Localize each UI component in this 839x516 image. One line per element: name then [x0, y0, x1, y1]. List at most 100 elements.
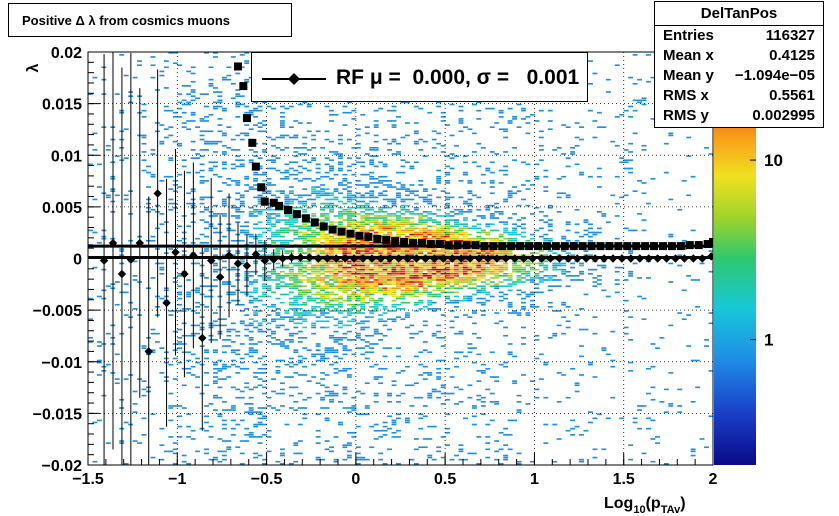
heat-cell — [329, 208, 334, 211]
heat-cell — [467, 202, 473, 205]
heat-cell — [342, 392, 348, 395]
heat-cell — [239, 231, 245, 234]
heat-cell — [476, 215, 482, 217]
heat-cell — [257, 367, 263, 370]
profile-series — [88, 52, 713, 465]
heat-cell — [297, 440, 303, 442]
heat-cell — [324, 293, 330, 296]
heat-cell — [311, 279, 317, 281]
heat-cell — [217, 438, 223, 440]
heat-cell — [708, 370, 713, 372]
heat-cell — [628, 229, 634, 232]
heat-cell — [588, 254, 593, 257]
heat-cell — [230, 163, 236, 166]
heat-cell — [351, 248, 357, 250]
heat-cell — [373, 343, 379, 345]
heat-cell — [512, 116, 518, 118]
heat-cell — [485, 388, 491, 391]
heat-cell — [538, 227, 544, 230]
heat-cell — [329, 235, 334, 238]
heat-cell — [204, 405, 209, 407]
heat-cell — [663, 411, 669, 413]
heat-cell — [266, 270, 272, 273]
heat-cell — [436, 231, 442, 234]
heat-cell — [503, 223, 509, 226]
heat-cell — [351, 272, 357, 275]
heat-cell — [498, 111, 504, 114]
heat-cell — [605, 91, 611, 93]
heat-cell — [498, 182, 504, 184]
heat-cell — [445, 444, 451, 446]
heat-cell — [190, 157, 196, 159]
heat-cell — [248, 291, 254, 294]
heat-cell — [480, 275, 486, 277]
heat-cell — [132, 403, 138, 405]
heat-cell — [436, 289, 442, 292]
heat-cell — [364, 250, 370, 252]
heat-cell — [422, 233, 428, 236]
heat-cell — [311, 281, 317, 283]
heat-cell — [494, 229, 500, 232]
heat-cell — [132, 260, 138, 263]
heat-cell — [521, 198, 526, 201]
heat-cell — [355, 452, 361, 455]
heat-cell — [382, 221, 388, 223]
heat-cell — [596, 186, 602, 188]
heat-cell — [221, 324, 227, 327]
heat-cell — [217, 460, 223, 463]
heat-cell — [360, 326, 366, 329]
heat-cell — [454, 264, 459, 267]
heat-cell — [378, 227, 384, 230]
heat-cell — [480, 239, 486, 242]
heat-cell — [235, 349, 241, 352]
heat-cell — [436, 175, 442, 178]
heat-cell — [257, 200, 263, 203]
heat-cell — [168, 314, 174, 316]
heat-cell — [409, 332, 415, 335]
heat-cell — [404, 326, 410, 329]
heat-cell — [320, 287, 326, 290]
heat-cell — [293, 146, 299, 149]
heat-cell — [391, 431, 397, 434]
heat-cell — [257, 421, 263, 424]
heat-cell — [266, 341, 272, 343]
heat-cell — [471, 332, 477, 335]
heat-cell — [315, 266, 321, 269]
heat-cell — [253, 180, 259, 182]
heat-cell — [418, 293, 424, 296]
heat-cell — [521, 161, 526, 164]
heat-cell — [498, 363, 504, 366]
heat-cell — [561, 303, 567, 306]
heat-cell — [239, 322, 245, 325]
heat-cell — [458, 180, 464, 182]
heat-cell — [431, 310, 437, 312]
heat-cell — [529, 237, 535, 240]
heat-cell — [195, 262, 201, 265]
heat-cell — [382, 184, 388, 186]
heat-cell — [507, 194, 513, 197]
heat-cell — [253, 211, 259, 213]
heat-cell — [297, 227, 303, 230]
heat-cell — [467, 283, 473, 285]
heat-cell — [404, 161, 410, 164]
heat-cell — [373, 260, 379, 263]
heat-cell — [547, 306, 553, 308]
heat-cell — [485, 442, 491, 444]
heat-cell — [409, 270, 415, 273]
heat-cell — [556, 192, 562, 195]
heat-cell — [306, 268, 312, 271]
heat-cell — [186, 128, 192, 131]
heat-cell — [346, 258, 352, 261]
heat-cell — [293, 206, 299, 209]
heat-cell — [213, 151, 218, 153]
heat-cell — [445, 258, 451, 261]
heat-cell — [543, 279, 549, 281]
heat-cell — [257, 454, 263, 457]
heat-cell — [266, 450, 272, 453]
heat-cell — [592, 456, 598, 459]
heat-cell — [382, 165, 388, 168]
profile-mean-point — [126, 255, 136, 264]
heat-cell — [324, 188, 330, 190]
heat-cell — [271, 332, 276, 335]
heat-cell — [503, 293, 509, 296]
